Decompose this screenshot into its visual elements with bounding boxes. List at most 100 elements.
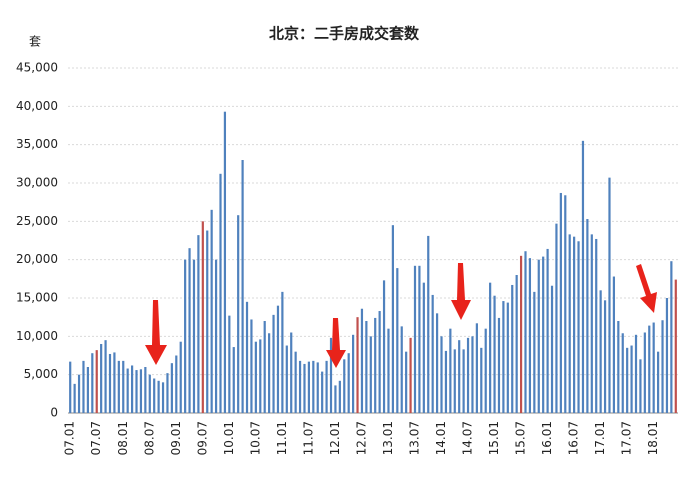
bar [471,336,474,413]
bar [453,349,456,413]
bar [489,282,492,413]
bar [374,317,377,413]
bar [228,315,231,413]
bar [122,360,125,413]
bar [108,353,112,413]
bar [268,333,271,413]
bar [334,385,337,413]
x-tick-label: 12.07 [354,421,368,455]
bar [634,334,638,413]
arrow [451,263,471,320]
bar [435,313,439,413]
bar [537,259,540,413]
bar [595,238,598,413]
bar [139,369,143,413]
bar [409,337,412,413]
bar [157,380,160,413]
bar [427,235,430,413]
bar [577,241,580,413]
bar [581,140,585,414]
x-tick-label: 08.01 [116,421,130,455]
bar [639,359,642,413]
bar [175,355,178,413]
bar [303,363,306,413]
bar [245,301,249,413]
bar [550,285,554,413]
x-tick-label: 17.07 [620,421,634,455]
bar [197,235,200,413]
y-tick-label: 15,000 [16,291,58,305]
x-tick-label: 07.01 [63,421,77,455]
x-tick-label: 11.07 [301,421,315,455]
bar [484,328,487,413]
bar [250,319,253,413]
x-tick-label: 18.01 [646,421,660,455]
bar [100,344,103,413]
bar [91,353,94,413]
bar [661,320,664,413]
bar [206,230,209,413]
bar [254,341,257,413]
bar [378,311,381,413]
bar [338,380,341,413]
bar [214,259,218,413]
bar [259,339,262,413]
bar [369,336,372,413]
bar [135,370,138,413]
bar [528,258,532,413]
bar [365,321,368,413]
bar [449,328,452,413]
bar [325,360,328,413]
bar [573,236,576,413]
bar [533,291,536,413]
x-tick-label: 10.07 [248,421,262,455]
x-tick-label: 07.07 [89,421,103,455]
x-tick-label: 09.01 [169,421,183,455]
bar [281,291,284,413]
x-tick-label: 11.01 [275,421,289,455]
bar [511,284,514,413]
x-tick-label: 16.01 [540,421,554,455]
bar [506,302,509,413]
bar [475,323,478,413]
bar [321,371,324,413]
y-tick-label: 20,000 [16,252,58,266]
bar [298,360,302,413]
bar [210,209,213,413]
bar [117,360,120,413]
bar [192,259,196,413]
bar [502,301,505,413]
bar [400,326,403,413]
x-tick-label: 15.07 [514,421,528,455]
bar [643,332,646,413]
bar [599,290,602,413]
bar [657,351,660,413]
bar [462,349,465,413]
bar [73,383,76,413]
bar [480,347,483,413]
bar [148,374,151,413]
bar [352,334,355,413]
bar [312,360,315,413]
x-tick-label: 13.07 [407,421,421,455]
y-tick-label: 25,000 [16,214,58,228]
bar [515,275,518,413]
bar [201,221,204,413]
x-tick-label: 09.07 [195,421,209,455]
bar [179,341,182,413]
bar [559,192,562,413]
bar [568,234,571,413]
arrow [326,318,346,368]
x-tick-label: 10.01 [222,421,236,455]
bar [86,367,89,413]
bar [519,255,523,413]
bar [665,298,669,413]
bar [586,219,589,413]
bar [263,321,266,413]
bar [497,317,501,413]
y-tick-label: 35,000 [16,137,58,151]
y-tick-label: 0 [50,406,58,420]
bar [188,248,191,413]
bar [493,295,496,413]
bar [405,351,408,413]
